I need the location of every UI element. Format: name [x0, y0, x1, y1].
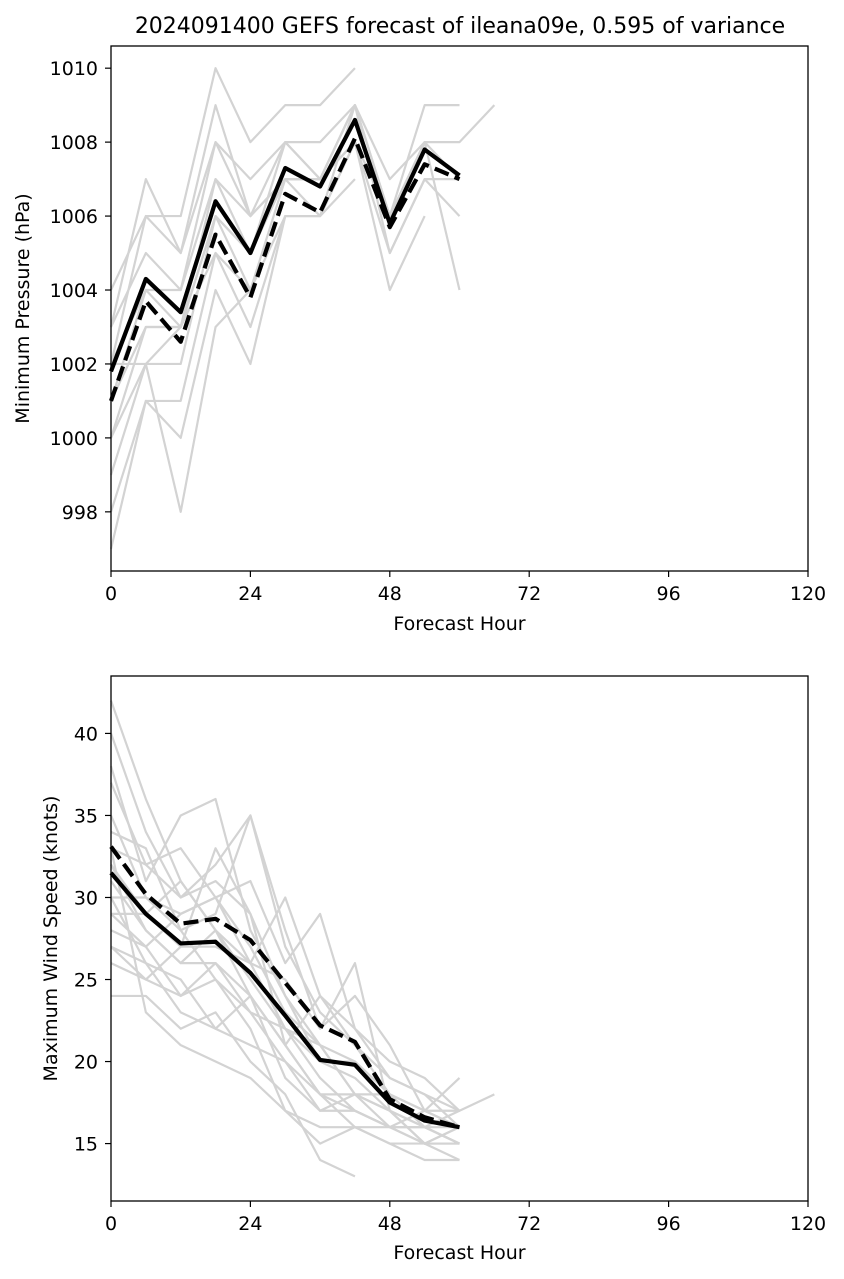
wind-y-tick-label: 30: [74, 887, 98, 909]
wind-x-tick-label: 96: [657, 1213, 681, 1235]
wind-y-tick-label: 15: [74, 1134, 98, 1156]
pressure-member-line: [110, 141, 426, 439]
wind-y-axis-label: Maximum Wind Speed (knots): [40, 796, 62, 1082]
wind-x-tick-label: 24: [238, 1213, 262, 1235]
pressure-x-ticks: 0 24 48 72 96 120: [105, 571, 826, 605]
pressure-panel: 2024091400 GEFS forecast of ileana09e, 0…: [12, 14, 826, 635]
wind-member-line: [109, 782, 495, 1112]
wind-ensemble-members: [109, 700, 495, 1178]
wind-axes-frame: [110, 675, 809, 1202]
wind-member-line: [110, 847, 461, 1112]
pressure-member-line: [109, 104, 426, 476]
pressure-ensemble-members: [109, 67, 496, 550]
pressure-dashed-series-line: [109, 136, 461, 402]
wind-x-tick-label: 120: [790, 1213, 826, 1235]
pressure-y-tick-label: 1010: [50, 58, 98, 80]
wind-y-tick-label: 40: [74, 723, 98, 745]
pressure-axes-frame: [110, 45, 809, 572]
pressure-x-tick-label: 48: [378, 583, 402, 605]
pressure-x-tick-label: 96: [657, 583, 681, 605]
pressure-x-tick-label: 0: [105, 583, 117, 605]
pressure-y-tick-label: 998: [62, 502, 98, 524]
wind-x-tick-label: 72: [517, 1213, 541, 1235]
pressure-panel-title: 2024091400 GEFS forecast of ileana09e, 0…: [135, 14, 785, 39]
wind-x-tick-label: 0: [105, 1213, 117, 1235]
pressure-y-tick-label: 1006: [50, 206, 98, 228]
wind-y-tick-label: 35: [74, 805, 98, 827]
wind-y-tick-label: 25: [74, 970, 98, 992]
pressure-member-line: [109, 141, 356, 550]
pressure-member-line: [109, 104, 356, 328]
pressure-y-ticks: 998 1000 1002 1004 1006 1008 1010: [50, 58, 111, 524]
wind-member-line: [109, 848, 460, 1162]
pressure-y-tick-label: 1008: [50, 132, 98, 154]
pressure-y-tick-label: 1000: [50, 428, 98, 450]
pressure-member-line: [111, 289, 252, 513]
wind-member-line: [111, 994, 356, 1178]
wind-summary-series: [109, 845, 461, 1130]
wind-member-line: [110, 864, 460, 1129]
wind-x-axis-label: Forecast Hour: [393, 1242, 525, 1264]
pressure-y-tick-label: 1004: [50, 280, 98, 302]
pressure-x-tick-label: 72: [517, 583, 541, 605]
pressure-x-tick-label: 120: [790, 583, 826, 605]
pressure-y-axis-label: Minimum Pressure (hPa): [12, 193, 34, 423]
wind-x-ticks: 0 24 48 72 96 120: [105, 1201, 826, 1235]
wind-y-tick-label: 20: [74, 1052, 98, 1074]
wind-member-line: [110, 896, 461, 1128]
pressure-y-tick-label: 1002: [50, 354, 98, 376]
pressure-solid-series-line: [109, 117, 461, 373]
pressure-x-tick-label: 24: [238, 583, 262, 605]
wind-solid-series-line: [109, 871, 460, 1130]
wind-y-ticks: 15 20 25 30 35 40: [74, 723, 111, 1156]
wind-dashed-series-line: [109, 845, 461, 1130]
pressure-member-line: [109, 67, 356, 365]
pressure-summary-series: [109, 117, 461, 402]
pressure-x-axis-label: Forecast Hour: [393, 613, 525, 635]
wind-x-tick-label: 48: [378, 1213, 402, 1235]
wind-member-line: [111, 879, 460, 1145]
